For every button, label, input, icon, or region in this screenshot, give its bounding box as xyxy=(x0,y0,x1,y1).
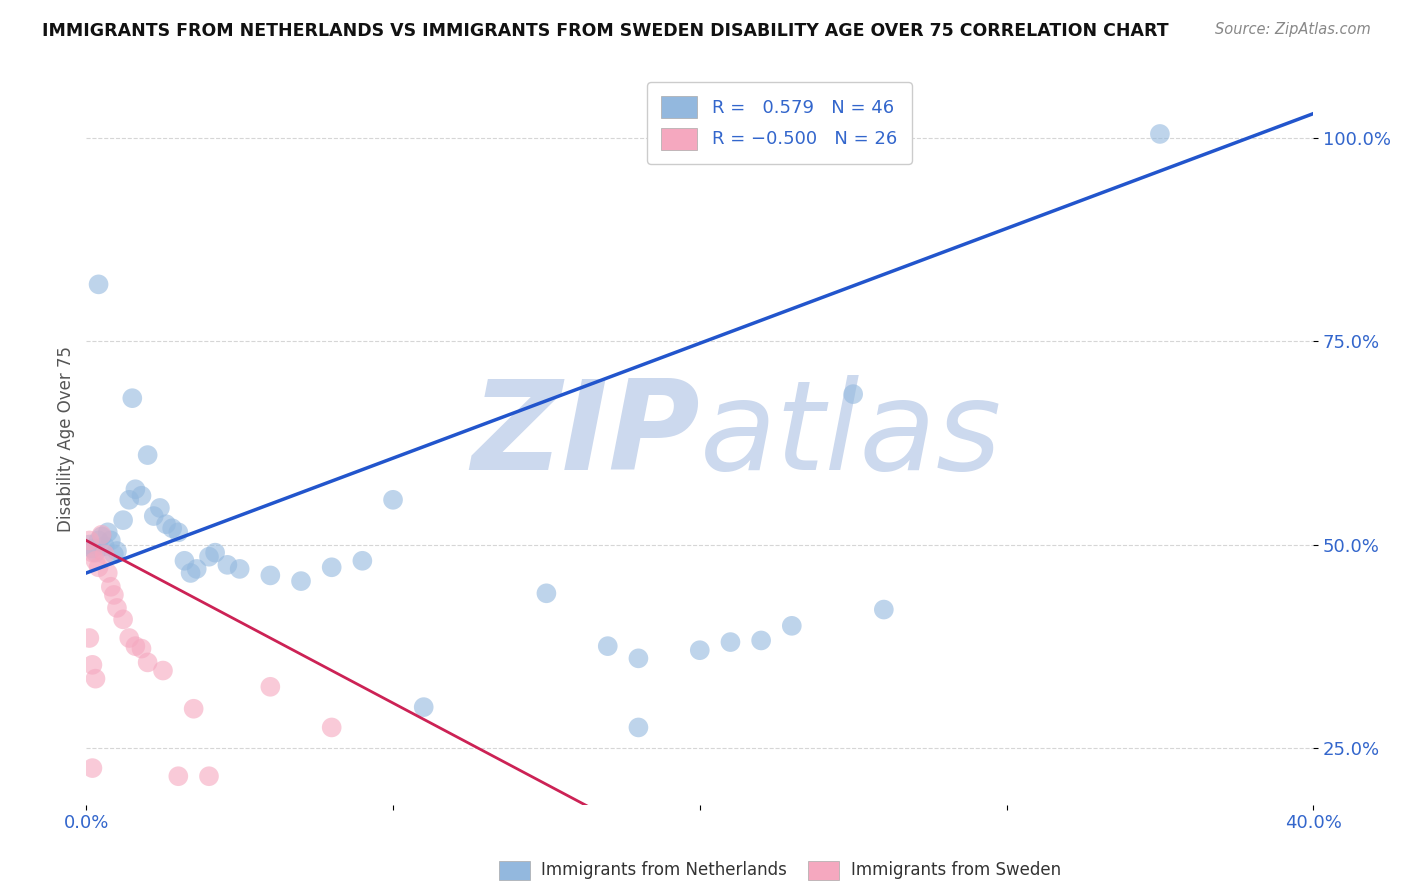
Point xyxy=(87,277,110,292)
Point xyxy=(186,562,208,576)
Point xyxy=(131,489,153,503)
Point xyxy=(321,721,343,735)
Point xyxy=(873,602,896,616)
Point xyxy=(720,635,742,649)
Point xyxy=(82,657,104,672)
Point xyxy=(82,761,104,775)
Point xyxy=(842,387,865,401)
Point xyxy=(136,448,159,462)
Point xyxy=(90,528,112,542)
Point xyxy=(217,558,239,572)
Point xyxy=(82,546,104,560)
Point xyxy=(180,566,202,580)
Point xyxy=(167,769,190,783)
Point xyxy=(780,619,803,633)
Point xyxy=(97,566,120,580)
Point xyxy=(105,601,128,615)
Point xyxy=(121,391,143,405)
Point xyxy=(84,554,107,568)
Point xyxy=(87,560,110,574)
Point xyxy=(183,702,205,716)
Point xyxy=(596,639,619,653)
Point xyxy=(689,643,711,657)
Point xyxy=(412,700,434,714)
Point xyxy=(97,525,120,540)
Point xyxy=(112,513,135,527)
Point xyxy=(1149,127,1171,141)
Point xyxy=(160,521,183,535)
Point xyxy=(93,547,115,561)
Point xyxy=(167,525,190,540)
Point xyxy=(82,541,104,556)
Point xyxy=(155,517,177,532)
Point xyxy=(131,641,153,656)
Y-axis label: Disability Age Over 75: Disability Age Over 75 xyxy=(58,346,75,532)
Point xyxy=(198,549,221,564)
Point xyxy=(536,586,558,600)
Point xyxy=(505,818,527,832)
Point xyxy=(259,680,281,694)
Point xyxy=(136,656,159,670)
Point xyxy=(103,547,125,561)
Point xyxy=(84,546,107,560)
Point xyxy=(382,492,405,507)
Point xyxy=(259,568,281,582)
Point xyxy=(124,639,146,653)
Point xyxy=(118,492,141,507)
Point xyxy=(103,588,125,602)
Point xyxy=(79,533,101,548)
Point xyxy=(204,546,226,560)
Point xyxy=(290,574,312,588)
Point xyxy=(173,554,195,568)
Point xyxy=(352,554,374,568)
Point xyxy=(228,562,250,576)
Point xyxy=(321,560,343,574)
Point xyxy=(142,509,165,524)
Point xyxy=(627,651,650,665)
Point xyxy=(100,533,122,548)
Point xyxy=(87,533,110,548)
Point xyxy=(124,482,146,496)
Point xyxy=(149,500,172,515)
Legend: R =   0.579   N = 46, R = −0.500   N = 26: R = 0.579 N = 46, R = −0.500 N = 26 xyxy=(647,82,911,164)
Point xyxy=(93,539,115,553)
Point xyxy=(79,537,101,551)
Point xyxy=(627,721,650,735)
Text: Source: ZipAtlas.com: Source: ZipAtlas.com xyxy=(1215,22,1371,37)
Text: atlas: atlas xyxy=(700,375,1002,496)
Point xyxy=(198,769,221,783)
Point xyxy=(90,529,112,543)
Text: Immigrants from Netherlands: Immigrants from Netherlands xyxy=(541,861,787,879)
Point xyxy=(84,672,107,686)
Point xyxy=(152,664,174,678)
Point xyxy=(118,631,141,645)
Point xyxy=(79,631,101,645)
Point xyxy=(749,633,772,648)
Text: IMMIGRANTS FROM NETHERLANDS VS IMMIGRANTS FROM SWEDEN DISABILITY AGE OVER 75 COR: IMMIGRANTS FROM NETHERLANDS VS IMMIGRANT… xyxy=(42,22,1168,40)
Point xyxy=(105,544,128,558)
Point xyxy=(100,580,122,594)
Point xyxy=(112,612,135,626)
Text: ZIP: ZIP xyxy=(471,375,700,496)
Text: Immigrants from Sweden: Immigrants from Sweden xyxy=(851,861,1060,879)
